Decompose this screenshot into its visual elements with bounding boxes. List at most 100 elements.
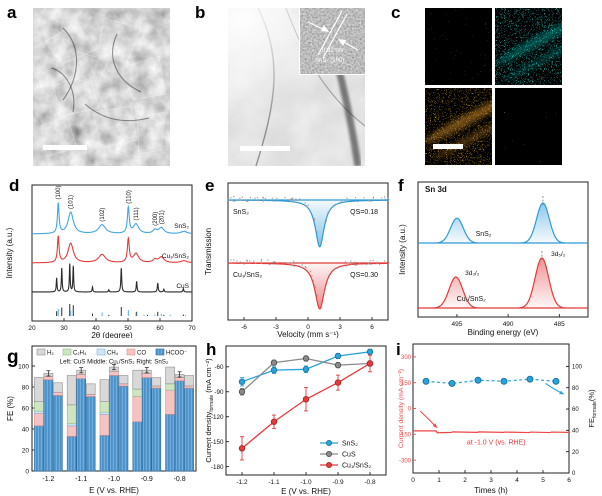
lattice-spacing-label: 0.32 nm (322, 48, 344, 54)
svg-text:6: 6 (567, 477, 571, 484)
svg-text:(201): (201) (159, 210, 165, 224)
fe-bar (109, 375, 119, 472)
svg-text:SnS₂: SnS₂ (476, 231, 492, 238)
svg-text:E (V vs. RHE): E (V vs. RHE) (281, 487, 331, 496)
svg-text:-300: -300 (399, 458, 412, 464)
svg-text:1: 1 (437, 477, 441, 484)
xps-series-0 (418, 202, 588, 244)
svg-text:0: 0 (411, 477, 415, 484)
fe-bar (99, 401, 110, 413)
svg-text:-0.9: -0.9 (332, 479, 344, 486)
svg-text:40: 40 (92, 325, 100, 332)
svg-text:(100): (100) (56, 186, 62, 200)
fe-bar (132, 421, 143, 472)
scale-bar (433, 144, 463, 149)
eds-maps: Cu Sn S O (425, 8, 562, 166)
svg-text:20: 20 (572, 450, 579, 456)
fe-bar (151, 387, 162, 472)
stability-chart: 0 1 2 3 4 5 6 Times (h) 300 150 0 -150 -300 0 20 40 60 80… (398, 343, 598, 495)
fe-bar (132, 396, 143, 422)
fe-bar (43, 379, 54, 472)
svg-text:Times (h): Times (h) (474, 486, 508, 495)
svg-text:Transmission: Transmission (204, 228, 213, 275)
scale-bar (43, 145, 87, 150)
svg-text:6: 6 (370, 324, 374, 331)
svg-text:20: 20 (22, 447, 30, 454)
fe-bar (76, 374, 86, 379)
fe-bar (142, 373, 152, 378)
mossbauer-chart: -6 -3 0 3 6 Velocity (mm s⁻¹) Transmission SnS₂… (204, 182, 390, 338)
fe-bar (109, 370, 119, 376)
fe-bar (184, 385, 194, 389)
svg-text:FE (%): FE (%) (6, 396, 15, 421)
svg-text:-1.2: -1.2 (236, 479, 248, 486)
svg-text:FEformate(%): FEformate(%) (587, 389, 598, 428)
partial-current-chart: -60 -90 -120 -150 -180 -1.2 -1.1 -1.0 -0.9 -0.8 E … (204, 345, 387, 496)
xrd-series-1 (31, 235, 193, 264)
svg-text:Binding energy (eV): Binding energy (eV) (468, 328, 539, 337)
svg-text:0: 0 (306, 324, 310, 331)
mossbauer-series-1 (227, 262, 390, 310)
svg-text:3d₃/₂: 3d₃/₂ (465, 270, 480, 277)
element-label-sn: Sn (544, 71, 557, 82)
svg-text:Cu₁/SnS₂: Cu₁/SnS₂ (233, 272, 262, 279)
svg-text:Cu₁/SnS₂: Cu₁/SnS₂ (162, 253, 190, 260)
svg-text:3: 3 (338, 324, 342, 331)
fe-bar (53, 382, 63, 393)
svg-text:-3: -3 (273, 324, 279, 331)
fe-bar (99, 411, 110, 415)
xrd-chart: 20 30 40 50 60 70 2θ (degree) Intensity (a.u.) S… (5, 184, 196, 338)
element-label-s: S (480, 151, 487, 162)
svg-text:-0.8: -0.8 (174, 476, 186, 483)
svg-text:HCOO⁻: HCOO⁻ (166, 351, 187, 357)
svg-text:-120: -120 (211, 414, 224, 421)
hrtem-inset: 0.32 nm SnS₂ (100) (299, 8, 365, 75)
fe-bar (118, 383, 129, 387)
fe-bar (66, 425, 77, 437)
tem-image: 0.32 nm SnS₂ (100) (228, 8, 365, 166)
arrow-left-icon (321, 25, 329, 32)
fe-bar (34, 401, 44, 412)
element-label-o: O (549, 151, 557, 162)
svg-text:0: 0 (25, 468, 29, 475)
eds-map-sn: Sn (495, 8, 562, 85)
svg-text:-6: -6 (241, 324, 247, 331)
fe-bar (99, 379, 110, 403)
fe-bar (66, 436, 77, 472)
svg-text:495: 495 (451, 321, 462, 328)
fe-bar (118, 385, 129, 472)
x-axis: 20 30 40 50 60 70 (28, 318, 196, 332)
svg-text:at -1.0 V (vs. RHE): at -1.0 V (vs. RHE) (467, 440, 526, 447)
svg-text:0: 0 (572, 471, 576, 477)
fe-bar (118, 375, 129, 385)
fe-bar (151, 377, 162, 387)
svg-text:-1.0: -1.0 (300, 479, 312, 486)
fe-bar (184, 375, 194, 387)
fe-bar (174, 377, 185, 381)
eds-map-o: O (495, 88, 562, 165)
svg-text:2θ (degree): 2θ (degree) (91, 331, 133, 338)
svg-text:-1.2: -1.2 (42, 476, 54, 483)
fe-bar (53, 391, 63, 396)
fe-bar (34, 425, 44, 472)
fe-bar (151, 385, 162, 389)
fe-bar (174, 380, 185, 472)
svg-text:485: 485 (554, 321, 565, 328)
svg-text:Cu₁/SnS₂: Cu₁/SnS₂ (342, 462, 371, 469)
xps-series-1 (418, 257, 588, 309)
svg-text:(111): (111) (134, 207, 140, 220)
svg-text:CuS: CuS (176, 283, 189, 290)
panel-label-c: c (391, 3, 401, 22)
panel-label-e: e (205, 176, 215, 195)
svg-text:40: 40 (572, 429, 579, 435)
fe-trace (425, 378, 557, 385)
svg-text:(200): (200) (153, 212, 159, 226)
fe-bar (66, 375, 77, 406)
panel-label-i: i (396, 340, 401, 359)
svg-text:150: 150 (401, 381, 412, 387)
svg-text:4: 4 (515, 477, 519, 484)
xps-chart: 495 490 485 Binding energy (eV) Intensity (a… (398, 181, 589, 337)
svg-text:2: 2 (463, 477, 467, 484)
svg-text:E (V vs. RHE): E (V vs. RHE) (89, 486, 139, 495)
svg-text:Velocity (mm s⁻¹): Velocity (mm s⁻¹) (277, 330, 339, 338)
